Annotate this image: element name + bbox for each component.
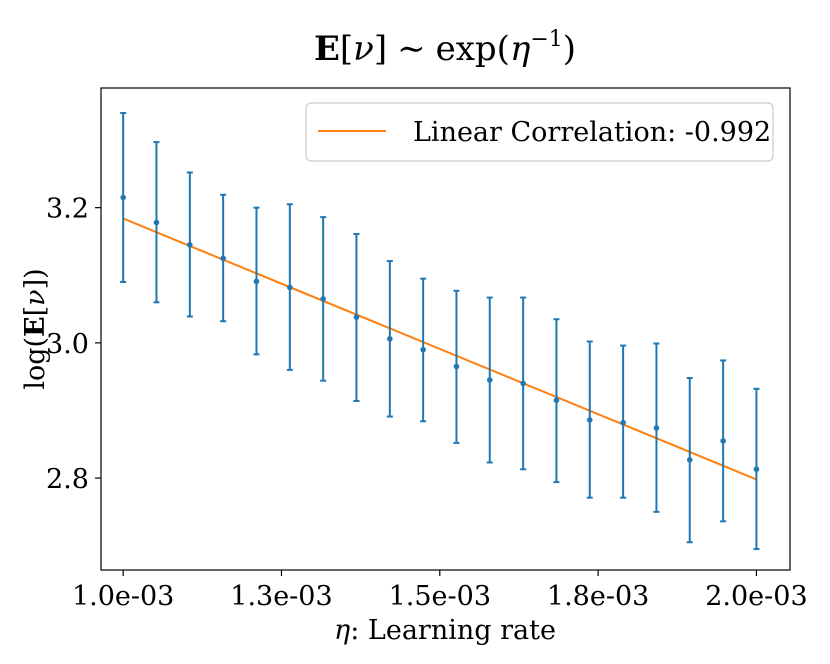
x-axis-label: η: Learning rate	[334, 615, 556, 646]
data-point	[720, 438, 726, 444]
y-label-bold-e: E	[20, 316, 51, 337]
data-point	[153, 219, 160, 226]
errorbar-point	[586, 340, 593, 499]
data-point	[387, 336, 393, 342]
errorbar-point	[120, 112, 127, 284]
title-var-nu: ν	[353, 29, 374, 69]
y-tick-label: 3.0	[46, 329, 89, 360]
errorbar-point	[220, 193, 227, 323]
fit-line	[122, 217, 757, 481]
data-point	[353, 314, 360, 320]
title-bold-e: E	[314, 29, 340, 69]
errorbar-point	[453, 289, 460, 444]
errorbar-layer	[120, 112, 760, 551]
errorbar-point	[553, 318, 560, 484]
y-axis-label: log(E[ν])	[20, 268, 51, 389]
title-exp: exp(	[436, 29, 510, 69]
data-point	[520, 380, 526, 387]
x-label-text: : Learning rate	[350, 615, 556, 646]
errorbar-point	[520, 296, 527, 471]
y-label-close: ])	[20, 268, 51, 289]
title-bracket-close: ]	[374, 29, 387, 69]
x-tick-label: 1.8e-03	[547, 581, 649, 612]
errorbar-point	[420, 277, 427, 423]
data-point	[753, 466, 760, 473]
data-point	[686, 457, 693, 463]
errorbar-point	[686, 377, 693, 544]
errorbar-point	[320, 216, 327, 382]
errorbar-point	[486, 296, 493, 464]
errorbar-point	[620, 344, 627, 499]
plot-frame	[100, 87, 791, 571]
legend: Linear Correlation: -0.992	[305, 102, 774, 162]
data-point	[253, 278, 260, 285]
y-label-var: ν	[20, 289, 51, 305]
fit-line-layer	[122, 217, 757, 481]
legend-label: Linear Correlation: -0.992	[413, 117, 771, 148]
data-point	[620, 419, 626, 426]
errorbar-point	[720, 359, 727, 523]
errorbar-point	[286, 203, 293, 371]
x-label-var: η	[334, 615, 350, 646]
x-axis: 1.0e-03 1.3e-03 1.5e-03 1.8e-03 2.0e-03	[72, 570, 808, 612]
y-tick-label: 2.8	[46, 464, 89, 495]
data-point	[486, 377, 493, 383]
data-point	[187, 242, 193, 248]
x-tick-label: 1.0e-03	[72, 581, 174, 612]
y-label-func: log(	[20, 337, 51, 390]
data-point	[553, 397, 560, 404]
chart-title: E[ν] ∼ exp(η−1)	[314, 27, 576, 69]
errorbar-point	[186, 171, 193, 318]
x-tick-label: 1.3e-03	[230, 581, 332, 612]
data-point	[420, 346, 426, 353]
data-point	[453, 363, 460, 370]
title-close: )	[563, 29, 576, 69]
errorbar-point	[253, 206, 260, 356]
data-point	[220, 255, 226, 262]
data-point	[653, 425, 660, 431]
errorbar-point	[653, 342, 660, 513]
errorbar-point	[153, 141, 160, 304]
errorbar-point	[353, 233, 360, 402]
title-relation: ∼	[397, 29, 426, 69]
legend-box	[305, 102, 774, 162]
errorbar-point	[753, 387, 760, 551]
title-bracket-open: [	[340, 29, 353, 69]
y-label-open: [	[20, 306, 51, 317]
title-var-eta: η	[510, 29, 531, 69]
data-point	[586, 417, 593, 423]
title-exponent: −1	[530, 27, 562, 52]
errorbar-point	[386, 260, 393, 418]
y-tick-label: 3.2	[46, 194, 89, 225]
data-point	[120, 194, 126, 201]
data-point	[287, 284, 293, 291]
x-tick-label: 2.0e-03	[705, 581, 807, 612]
x-tick-label: 1.5e-03	[389, 581, 491, 612]
data-point	[320, 296, 326, 302]
y-axis: 2.8 3.0 3.2	[46, 194, 101, 495]
